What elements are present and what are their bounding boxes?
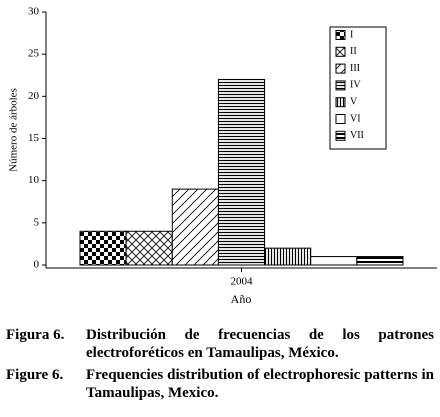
caption: Figure 6. Frequencies distribution of ele… bbox=[6, 366, 434, 402]
y-tick-label: 15 bbox=[28, 132, 40, 144]
y-tick-label: 20 bbox=[28, 90, 40, 102]
y-tick-label: 25 bbox=[28, 48, 40, 60]
y-axis-label: Número de árboles bbox=[8, 88, 20, 172]
legend-swatch bbox=[335, 63, 346, 74]
bar bbox=[171, 188, 219, 266]
caption-text: Distribución de frecuencias de los patro… bbox=[86, 327, 434, 361]
x-axis-label: Año bbox=[231, 292, 252, 306]
bar bbox=[79, 230, 127, 266]
y-tick-label: 10 bbox=[28, 174, 40, 186]
legend-label: V bbox=[350, 96, 358, 107]
captions: Figura 6. Distribución de frecuencias de … bbox=[6, 326, 434, 406]
legend-swatch bbox=[335, 130, 346, 141]
bar bbox=[125, 230, 173, 266]
chart: Número de árboles Año 0510152025302004II… bbox=[8, 6, 437, 306]
legend-label: IV bbox=[350, 80, 361, 91]
legend-label: II bbox=[350, 46, 357, 57]
caption: Figura 6. Distribución de frecuencias de … bbox=[6, 326, 434, 362]
y-tick-label: 5 bbox=[34, 216, 40, 228]
legend-swatch bbox=[335, 114, 346, 124]
caption-text: Frequencies distribution of electrophore… bbox=[86, 367, 434, 401]
bar bbox=[310, 256, 358, 266]
y-tick-label: 0 bbox=[34, 259, 40, 271]
legend-swatch bbox=[335, 97, 346, 108]
legend-label: III bbox=[350, 63, 360, 74]
legend-label: VI bbox=[350, 113, 361, 124]
legend-swatch bbox=[335, 46, 346, 57]
legend-swatch bbox=[335, 80, 346, 91]
legend-swatch bbox=[335, 30, 346, 40]
caption-label: Figure 6. bbox=[6, 367, 64, 383]
legend-label: VII bbox=[350, 130, 364, 141]
y-tick-label: 30 bbox=[28, 6, 40, 18]
bar bbox=[217, 78, 266, 266]
bar bbox=[264, 247, 312, 266]
legend-label: I bbox=[350, 29, 353, 40]
caption-label: Figura 6. bbox=[6, 327, 65, 343]
bar bbox=[356, 256, 404, 266]
x-tick-label: 2004 bbox=[231, 276, 254, 288]
